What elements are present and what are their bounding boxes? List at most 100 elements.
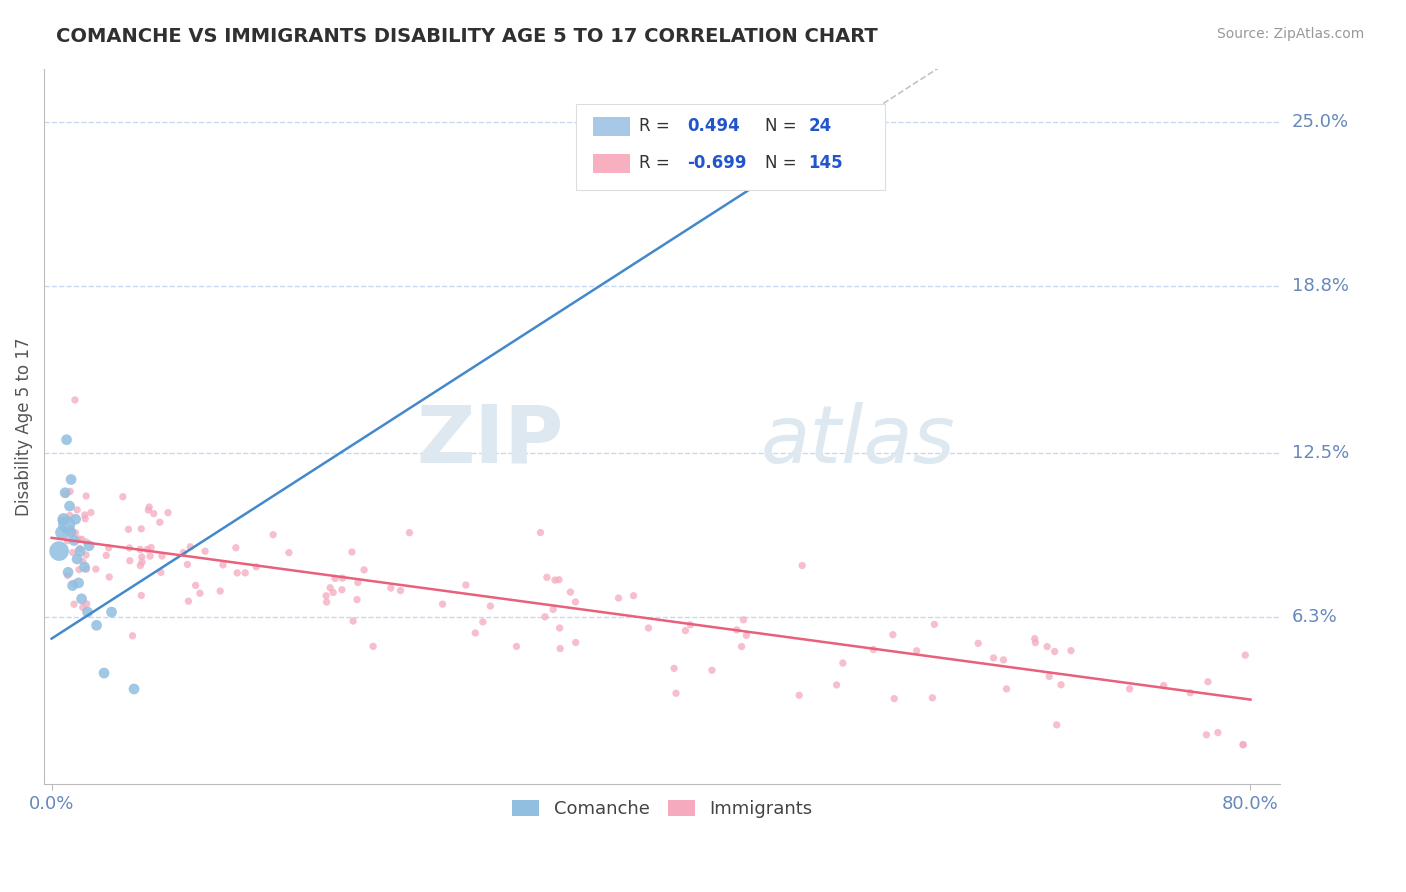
Point (548, 641, 571, 656)
Point (1038, 669, 1060, 683)
Point (75, 535, 97, 549)
Point (80, 506, 103, 520)
Point (60, 522, 83, 536)
Point (623, 589, 645, 603)
Text: R =: R = (638, 154, 675, 172)
Point (536, 570, 558, 584)
Point (322, 585, 344, 599)
Point (52, 512, 75, 526)
Point (139, 549, 162, 563)
Point (315, 595, 337, 609)
Point (184, 578, 207, 592)
Point (55, 487, 77, 501)
Point (330, 582, 353, 597)
Point (65, 512, 87, 526)
Point (1060, 643, 1083, 657)
Point (233, 566, 256, 580)
Point (432, 597, 454, 611)
Text: Source: ZipAtlas.com: Source: ZipAtlas.com (1216, 27, 1364, 41)
Point (118, 554, 141, 568)
Point (607, 591, 630, 605)
Point (58, 499, 80, 513)
Point (665, 686, 688, 700)
Point (319, 581, 342, 595)
Point (323, 571, 346, 585)
Point (967, 636, 990, 650)
Point (398, 525, 420, 540)
Point (564, 635, 586, 649)
Text: 25.0%: 25.0% (1292, 112, 1348, 130)
Point (63, 597, 86, 611)
Point (277, 546, 299, 560)
Point (142, 507, 165, 521)
Point (55, 524, 77, 538)
Point (60, 525, 83, 540)
Point (70, 533, 93, 547)
FancyBboxPatch shape (593, 117, 630, 136)
Point (75, 489, 97, 503)
Point (464, 626, 486, 640)
Text: N =: N = (765, 154, 801, 172)
Point (637, 621, 659, 635)
Point (995, 681, 1018, 696)
Point (560, 585, 582, 599)
Point (150, 549, 173, 563)
Point (67, 575, 90, 590)
Point (825, 678, 848, 692)
Point (1118, 681, 1140, 696)
Point (315, 589, 337, 603)
Point (1234, 648, 1257, 662)
Text: 6.3%: 6.3% (1292, 608, 1337, 626)
Point (725, 623, 748, 637)
Point (177, 594, 200, 608)
Text: atlas: atlas (761, 401, 956, 480)
Text: -0.699: -0.699 (688, 154, 747, 172)
Point (122, 681, 145, 696)
Point (76, 597, 98, 611)
Point (353, 563, 375, 577)
Point (733, 613, 755, 627)
Text: R =: R = (638, 117, 675, 135)
Point (118, 541, 141, 555)
Point (59, 484, 82, 499)
Point (129, 589, 152, 603)
Point (188, 586, 211, 600)
Point (121, 629, 143, 643)
Point (924, 617, 946, 632)
Point (262, 527, 284, 541)
Point (66, 552, 89, 566)
Point (245, 560, 267, 574)
Point (1232, 738, 1254, 752)
Point (60, 525, 83, 540)
Point (56, 566, 79, 580)
Point (72, 555, 94, 569)
Point (55, 433, 77, 447)
Point (831, 656, 853, 670)
Point (62, 545, 84, 559)
Point (131, 549, 153, 564)
Point (55, 517, 77, 532)
Point (1046, 718, 1069, 732)
Point (51, 525, 73, 540)
Point (93, 666, 115, 681)
Point (67, 563, 90, 577)
Point (541, 602, 564, 616)
Point (882, 628, 904, 642)
Point (56, 533, 79, 548)
Point (548, 621, 571, 635)
FancyBboxPatch shape (593, 154, 630, 173)
Point (471, 615, 494, 629)
Text: 12.5%: 12.5% (1292, 444, 1348, 462)
Text: 24: 24 (808, 117, 831, 135)
Point (149, 566, 172, 580)
Point (97, 541, 120, 555)
Point (77, 539, 100, 553)
Point (72, 600, 94, 615)
Point (679, 617, 702, 632)
Point (380, 581, 402, 595)
Point (673, 624, 696, 638)
Text: 0.494: 0.494 (688, 117, 740, 135)
Point (479, 599, 502, 613)
Point (76, 605, 98, 619)
Point (176, 558, 198, 572)
